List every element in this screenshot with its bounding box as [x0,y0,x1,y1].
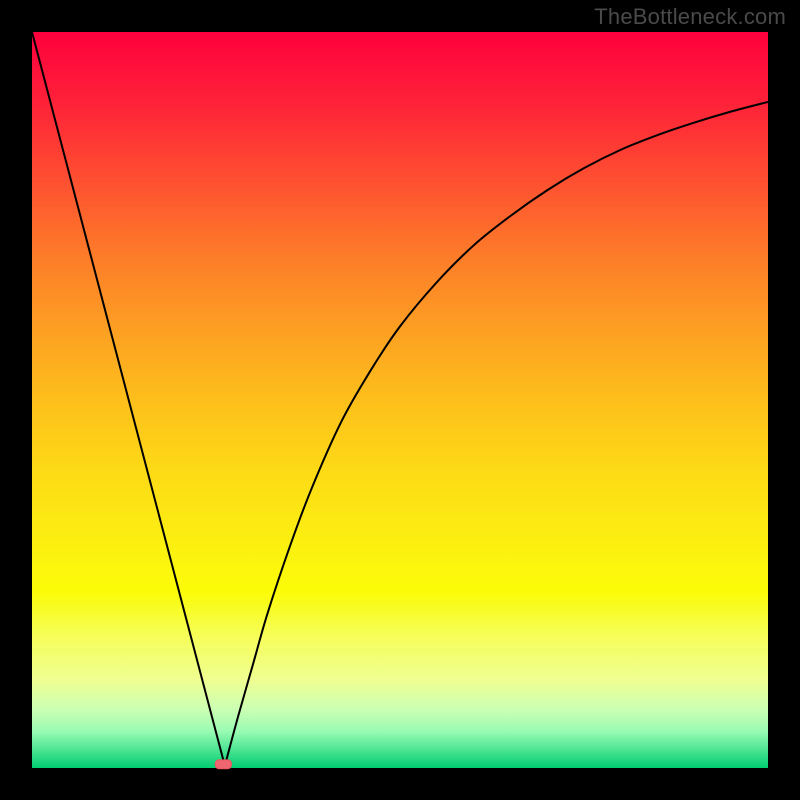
chart-container: TheBottleneck.com [0,0,800,800]
watermark-text: TheBottleneck.com [594,4,786,30]
optimal-marker [215,760,231,769]
bottleneck-chart [0,0,800,800]
gradient-background [32,32,768,768]
